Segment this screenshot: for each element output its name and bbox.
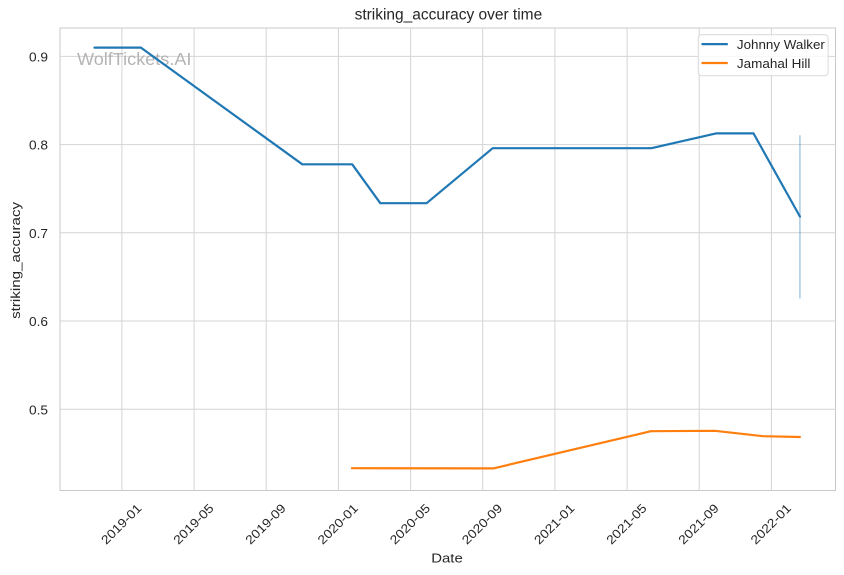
svg-text:WolfTickets.AI: WolfTickets.AI xyxy=(77,49,191,69)
svg-text:0.9: 0.9 xyxy=(29,50,48,65)
svg-text:striking_accuracy over time: striking_accuracy over time xyxy=(355,7,543,24)
svg-text:Date: Date xyxy=(431,551,463,566)
svg-text:Johnny Walker: Johnny Walker xyxy=(737,38,825,52)
svg-text:Jamahal Hill: Jamahal Hill xyxy=(737,57,811,71)
svg-text:0.5: 0.5 xyxy=(29,402,48,417)
svg-text:0.6: 0.6 xyxy=(29,314,48,329)
svg-text:0.7: 0.7 xyxy=(29,226,48,241)
svg-text:0.8: 0.8 xyxy=(29,138,48,153)
svg-text:striking_accuracy: striking_accuracy xyxy=(8,201,23,319)
